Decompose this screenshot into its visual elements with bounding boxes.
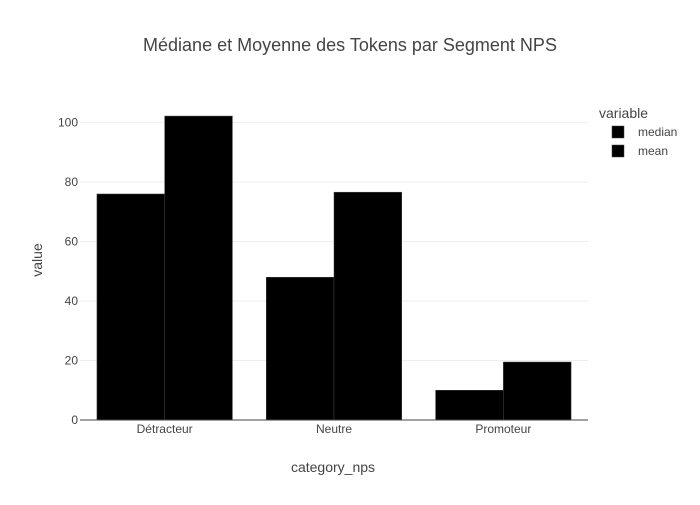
legend[interactable]: variable median mean bbox=[599, 105, 677, 158]
y-tick-label: 0 bbox=[71, 413, 78, 427]
bar-mean-1[interactable] bbox=[164, 115, 233, 421]
legend-label-median[interactable]: median bbox=[638, 125, 677, 139]
y-tick-label: 40 bbox=[65, 294, 79, 308]
x-tick-label: Promoteur bbox=[475, 422, 531, 436]
chart-title: Médiane et Moyenne des Tokens par Segmen… bbox=[143, 35, 557, 55]
y-tick-label: 60 bbox=[65, 235, 79, 249]
bar-median-3[interactable] bbox=[435, 390, 504, 421]
y-tick-label: 80 bbox=[65, 175, 79, 189]
y-tick-label: 20 bbox=[65, 354, 79, 368]
legend-swatch-median[interactable] bbox=[611, 125, 625, 139]
x-tick-label: Détracteur bbox=[137, 422, 193, 436]
x-tick-label: Neutre bbox=[316, 422, 352, 436]
axes: 0 20 40 60 80 100 Détracteur Neutre Promoteur bbox=[58, 116, 588, 436]
bar-mean-3[interactable] bbox=[503, 361, 572, 421]
legend-label-mean[interactable]: mean bbox=[638, 144, 668, 158]
bar-median-2[interactable] bbox=[266, 276, 335, 421]
y-tick-label: 100 bbox=[58, 116, 78, 130]
bars[interactable] bbox=[96, 115, 572, 421]
x-axis-title: category_nps bbox=[291, 459, 375, 475]
y-axis-title: value bbox=[29, 243, 45, 277]
legend-swatch-mean[interactable] bbox=[611, 144, 625, 158]
legend-title: variable bbox=[599, 105, 648, 121]
bar-median-1[interactable] bbox=[96, 193, 165, 421]
bar-mean-2[interactable] bbox=[333, 191, 402, 421]
